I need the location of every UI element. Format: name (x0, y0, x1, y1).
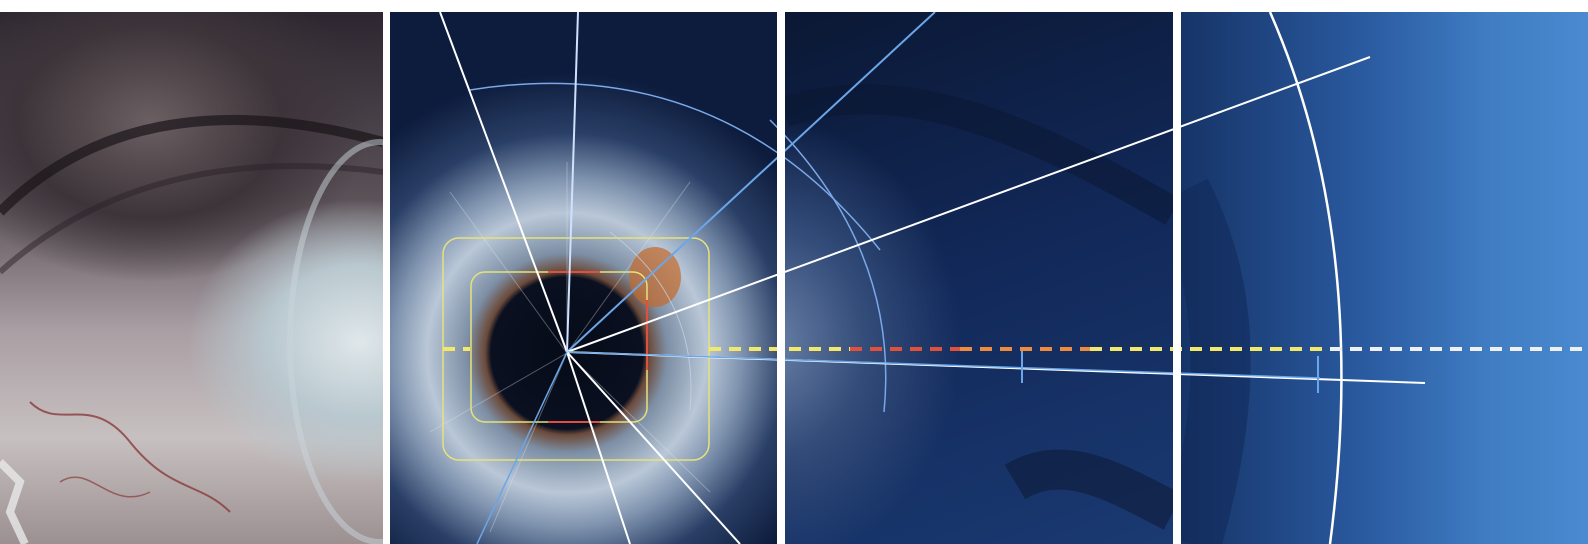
eyelid-detail-graphic (0, 115, 383, 544)
blue-skin-graphic (1181, 178, 1251, 544)
eye-corner-panel (785, 12, 1173, 544)
eyelid-skin-panel (0, 12, 383, 544)
iris-texture-graphic (429, 162, 711, 533)
eye-corner-graphic (785, 84, 1173, 530)
iris-scan-panel (390, 12, 777, 544)
blue-skin-panel (1181, 12, 1588, 544)
